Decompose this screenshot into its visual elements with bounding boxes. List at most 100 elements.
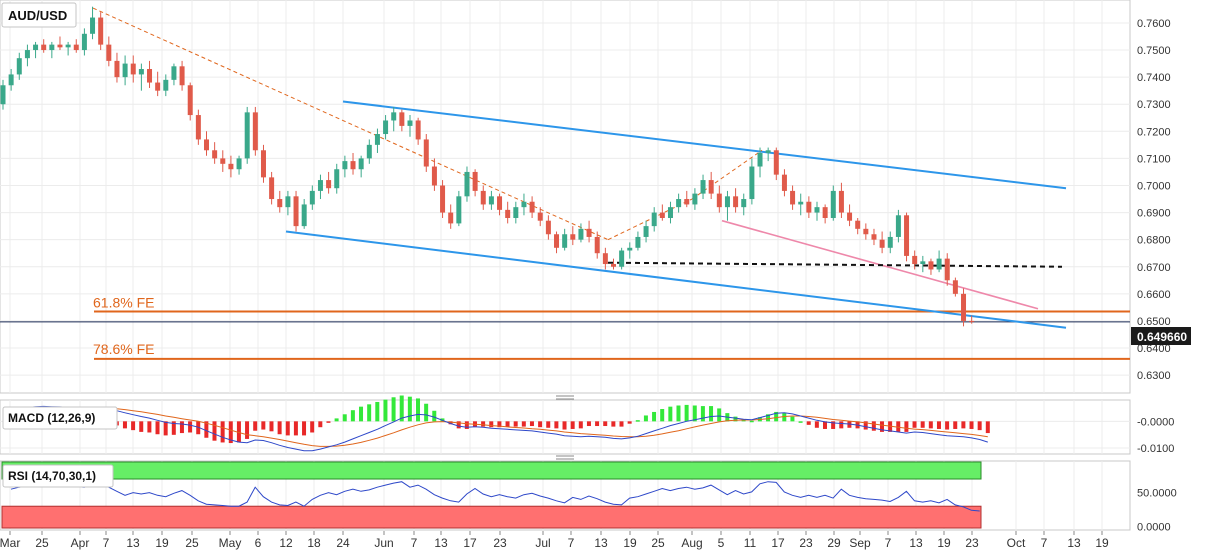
candle-body xyxy=(138,69,144,75)
candle-body xyxy=(757,152,763,167)
candle-body xyxy=(16,58,22,75)
candle-body xyxy=(358,158,364,170)
macd-histogram-bar xyxy=(497,421,502,428)
macd-histogram-bar xyxy=(334,418,339,422)
candle-body xyxy=(106,44,112,61)
macd-histogram-bar xyxy=(302,421,307,436)
x-axis: Mar 25 Apr 7 13 19 25 May 6 12 18 24 Jun 7 13 17 23 Jul 7 1… xyxy=(0,531,1109,550)
y-tick-label: 0.7300 xyxy=(1137,99,1171,111)
candle-body xyxy=(456,196,462,224)
macd-histogram-bar xyxy=(424,403,429,422)
x-tick-label: 25 xyxy=(185,536,199,550)
macd-histogram-bar xyxy=(668,406,673,422)
x-tick-label: 25 xyxy=(35,536,49,550)
support-dashed-line xyxy=(607,261,1063,268)
candle-body xyxy=(252,112,258,151)
candle-body xyxy=(773,150,779,175)
candle-body xyxy=(497,196,503,210)
candle-body xyxy=(594,236,600,254)
macd-histogram-bar xyxy=(790,416,795,422)
macd-histogram-bar xyxy=(692,405,697,422)
candle-body xyxy=(936,258,942,270)
macd-histogram-bar xyxy=(253,421,258,431)
candle-body xyxy=(464,171,470,197)
candle-body xyxy=(863,228,869,235)
y-tick-label: 0.7100 xyxy=(1137,153,1171,165)
macd-histogram-bar xyxy=(814,421,819,428)
candle-body xyxy=(334,169,340,189)
macd-histogram-bar xyxy=(179,421,184,434)
macd-histogram-bar xyxy=(204,421,209,438)
candle-body xyxy=(928,261,934,270)
candle-body xyxy=(765,150,771,153)
candle-body xyxy=(741,199,747,208)
y-tick-label: 0.7000 xyxy=(1137,180,1171,192)
candle-body xyxy=(716,193,722,208)
candle-body xyxy=(643,226,649,237)
candle-body xyxy=(513,207,519,218)
macd-histogram-bar xyxy=(619,421,624,427)
macd-histogram-bar xyxy=(359,406,364,422)
macd-histogram-bar xyxy=(578,421,583,429)
candle-body xyxy=(659,212,665,218)
dashed-fib-line xyxy=(92,7,609,241)
macd-histogram-bar xyxy=(595,421,600,427)
macd-histogram-bar xyxy=(562,421,567,430)
candle-body xyxy=(0,85,6,105)
candle-body xyxy=(724,196,730,208)
y-tick-label: 0.6900 xyxy=(1137,208,1171,220)
macd-histogram-bar xyxy=(798,421,803,423)
macd-histogram-bar xyxy=(823,421,827,429)
candle-body xyxy=(73,44,79,51)
macd-histogram-bar xyxy=(627,421,632,424)
candle-body xyxy=(81,33,87,51)
macd-histogram-bar xyxy=(871,421,876,431)
macd-histogram-bar xyxy=(456,421,461,429)
macd-line xyxy=(10,405,988,452)
x-tick-label: Sep xyxy=(849,536,871,550)
x-tick-label: 5 xyxy=(718,536,725,550)
candle-body xyxy=(619,250,625,267)
rsi-oversold-zone xyxy=(1,505,982,529)
candle-body xyxy=(667,207,673,218)
candle-body xyxy=(676,199,682,208)
x-tick-label: 11 xyxy=(744,536,757,550)
candle-body xyxy=(920,261,926,265)
candle-body xyxy=(122,63,128,78)
candle-body xyxy=(635,236,641,248)
candle-body xyxy=(586,228,592,237)
macd-histogram-bar xyxy=(399,395,404,422)
macd-histogram-bar xyxy=(269,421,274,432)
last-price-label: 0.649660 xyxy=(1137,330,1187,344)
macd-title-box xyxy=(2,406,118,430)
x-tick-label: May xyxy=(219,536,242,550)
panel-resize-handle[interactable] xyxy=(556,395,574,400)
macd-histogram-bar xyxy=(977,421,982,431)
candle-body xyxy=(879,239,885,248)
macd-histogram-bar xyxy=(652,411,657,422)
candle-body xyxy=(472,171,478,191)
candle-body xyxy=(602,253,608,265)
candle-body xyxy=(155,82,161,91)
candle-body xyxy=(244,112,250,159)
candle-body xyxy=(98,17,104,45)
candle-body xyxy=(684,199,690,205)
x-tick-label: 18 xyxy=(307,536,321,550)
x-tick-label: Jul xyxy=(535,536,550,550)
rsi-y-tick-label: 50.0000 xyxy=(1137,488,1177,500)
x-tick-label: 12 xyxy=(279,536,293,550)
panel-resize-handle[interactable] xyxy=(556,455,574,460)
candle-body xyxy=(806,201,812,213)
x-tick-label: Aug xyxy=(681,536,702,550)
candle-body xyxy=(855,220,861,229)
x-tick-label: 23 xyxy=(493,536,507,550)
candle-body xyxy=(521,201,527,208)
macd-histogram-bar xyxy=(139,421,144,432)
candle-body xyxy=(326,180,332,189)
chart-title-box xyxy=(1,2,77,28)
x-tick-label: 19 xyxy=(623,536,637,550)
candle-body xyxy=(838,190,844,213)
macd-histogram-bar xyxy=(188,421,193,433)
macd-histogram-bar xyxy=(684,404,689,422)
x-tick-label: 17 xyxy=(771,536,785,550)
